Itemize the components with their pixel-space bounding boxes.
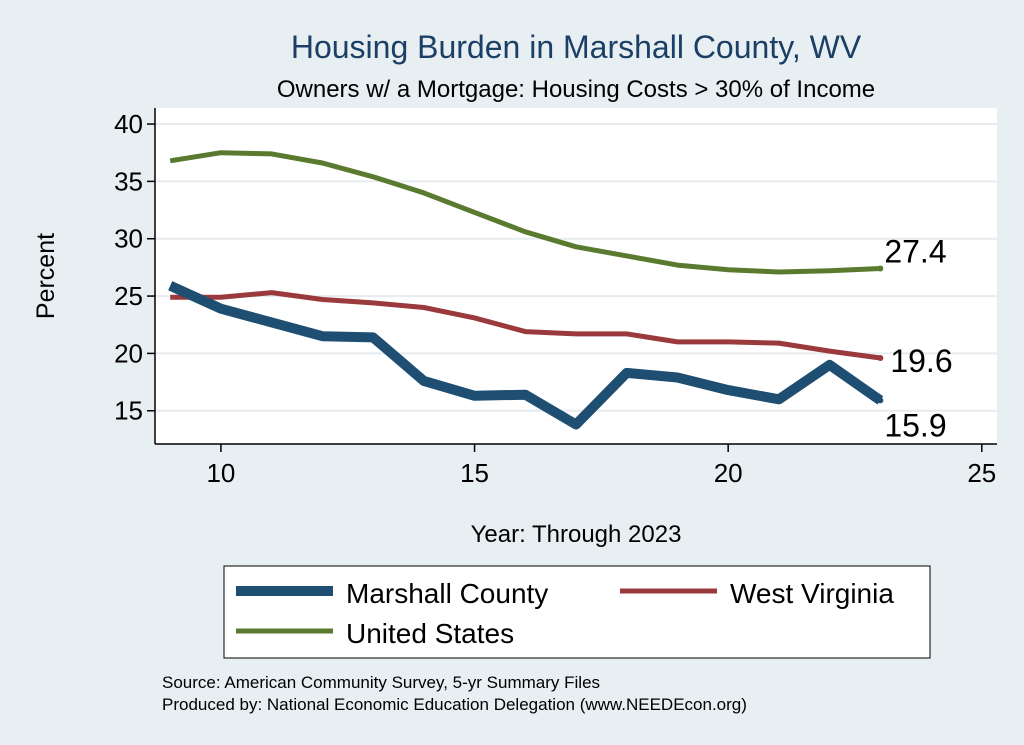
end-point-west-virginia [877,354,884,361]
x-tick-label-25: 25 [967,458,996,488]
end-point-marshall-county [877,397,884,404]
series-line-marshall-county [168,281,884,430]
end-labels: 15.9 19.6 27.4 [884,234,952,444]
legend-box [223,565,931,659]
y-tick-label-30: 30 [114,224,143,254]
end-label-marshall-county: 15.9 [884,407,946,443]
y-tick-label-25: 25 [114,281,143,311]
x-ticks: 10 15 20 25 [206,444,996,488]
y-ticks: 15 20 25 30 35 40 [114,109,155,426]
series-line-west-virginia [170,290,881,361]
produced-by-note: Produced by: National Economic Education… [162,695,747,714]
legend-label-west-virginia: West Virginia [730,578,894,609]
y-tick-label-40: 40 [114,109,143,139]
y-tick-label-20: 20 [114,338,143,368]
legend-label-united-states: United States [346,618,514,649]
x-tick-label-15: 15 [460,458,489,488]
y-tick-label-15: 15 [114,396,143,426]
legend-label-marshall-county: Marshall County [346,578,548,609]
series-lines [168,150,884,430]
legend: Marshall County West Virginia United Sta… [236,578,894,649]
x-tick-label-10: 10 [206,458,235,488]
x-tick-label-20: 20 [714,458,743,488]
series-line-united-states [169,150,881,275]
y-axis-label: Percent [32,233,60,319]
end-label-united-states: 27.4 [884,234,946,270]
end-label-west-virginia: 19.6 [890,343,952,379]
chart-subtitle: Owners w/ a Mortgage: Housing Costs > 30… [277,76,875,103]
chart-title: Housing Burden in Marshall County, WV [291,29,862,65]
end-point-united-states [877,265,884,272]
x-axis-label: Year: Through 2023 [471,521,682,548]
y-tick-label-35: 35 [114,166,143,196]
source-note: Source: American Community Survey, 5-yr … [162,673,600,692]
